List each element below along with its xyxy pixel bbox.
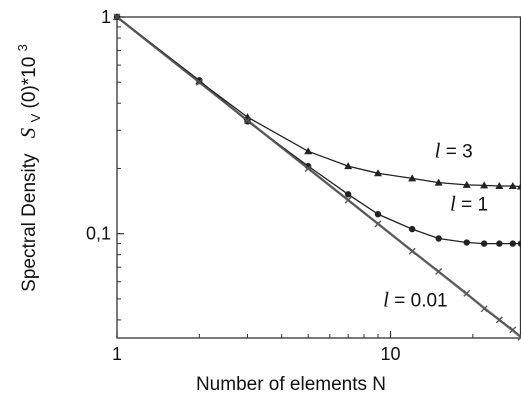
series-layer [113,13,521,340]
x-tick-label: 1 [112,344,122,364]
annotation-value: = 1 [456,194,488,215]
series-annotation: l = 1 [450,191,488,215]
series-point-cross [496,317,502,323]
series-point-circle [464,239,470,245]
annotation-value: = 0.01 [389,291,448,312]
y-tick-label: 0,1 [86,224,111,244]
y-tick-label: 1 [101,7,111,27]
y-axis-title-power: 3 [15,44,30,51]
series-point-circle [510,240,516,246]
series-point-circle [435,235,441,241]
y-axis-title-prefix: Spectral Density [19,153,40,292]
x-tick-label: 10 [380,344,400,364]
y-axis-title-symbol: S [16,127,40,138]
series-point-cross [375,221,381,227]
y-axis-title-subscript: V [28,113,43,122]
y-axis-title-suffix: (0)*10 [19,57,40,109]
series-point-circle [409,226,415,232]
series-line-cross [117,17,521,337]
series-point-circle [481,240,487,246]
series-point-triangle [304,147,312,154]
annotation-layer: l = 3 l = 1 l = 0.01 [383,138,488,311]
annotation-value: = 3 [440,141,472,162]
series-point-circle [375,211,381,217]
series-annotation: l = 3 [435,138,473,162]
series-point-circle [345,191,351,197]
x-axis-title: Number of elements N [196,374,386,395]
series-point-circle [496,240,502,246]
series-point-cross [345,197,351,203]
series-annotation: l = 0.01 [383,288,447,312]
y-axis-title: Spectral Density S V (0)*10 3 [15,44,45,292]
